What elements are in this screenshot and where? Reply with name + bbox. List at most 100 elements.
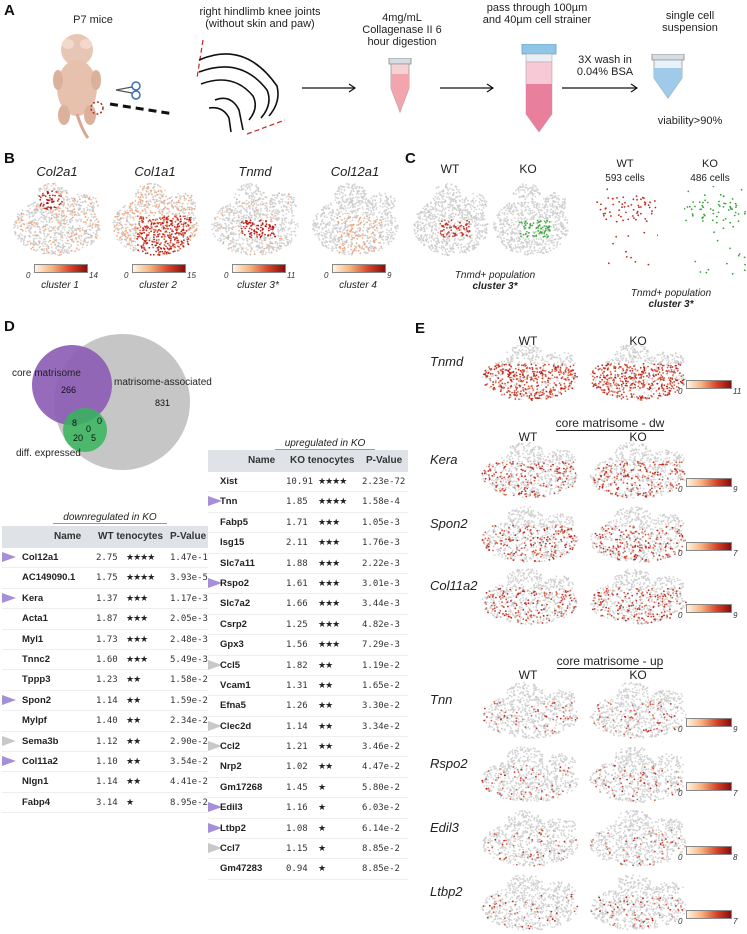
cell-point xyxy=(241,230,243,232)
cell-point xyxy=(379,235,381,237)
cell-point xyxy=(459,213,461,215)
cell-point xyxy=(565,230,567,232)
b-cluster-Tnmd: cluster 3* xyxy=(210,280,306,291)
cell-point xyxy=(58,216,60,218)
cell-point xyxy=(384,200,386,202)
cell-point xyxy=(463,228,465,230)
cell-point xyxy=(254,237,256,239)
cell-point xyxy=(288,198,290,200)
cell-point xyxy=(470,215,472,217)
cell-point xyxy=(357,210,359,212)
cell-point xyxy=(288,222,290,224)
cell-point xyxy=(367,218,369,220)
cell-point xyxy=(58,210,60,212)
cell-point xyxy=(318,226,320,228)
cell-point xyxy=(129,229,131,231)
cell-point xyxy=(156,194,158,196)
cell-point xyxy=(157,184,159,186)
cell-point xyxy=(363,226,365,228)
cell-point xyxy=(471,237,473,239)
cell-point xyxy=(243,222,245,224)
cell-point xyxy=(328,247,330,249)
cell-point xyxy=(556,244,558,246)
cell-point xyxy=(421,211,423,213)
cell-point xyxy=(73,208,75,210)
cell-point xyxy=(325,245,327,247)
cell-point xyxy=(155,195,157,197)
cell-point xyxy=(84,200,86,202)
cell-point xyxy=(46,253,48,255)
cell-point xyxy=(57,254,59,256)
cell-point xyxy=(372,227,374,229)
cell-point xyxy=(60,193,62,195)
cell-point xyxy=(40,229,42,231)
cell-point xyxy=(370,245,372,247)
cell-point xyxy=(344,213,346,215)
cell-point xyxy=(363,244,365,246)
cell-point xyxy=(467,216,469,218)
cell-point xyxy=(351,185,353,187)
cell-point xyxy=(529,247,531,249)
cell-point xyxy=(413,224,415,226)
cell-point xyxy=(445,223,447,225)
cell-point xyxy=(268,247,270,249)
cell-point xyxy=(440,230,442,232)
cell-point xyxy=(278,235,280,237)
cell-point xyxy=(91,227,93,229)
cell-point xyxy=(504,225,506,227)
cell-point xyxy=(31,224,33,226)
cell-point xyxy=(217,229,219,231)
cell-point xyxy=(266,208,268,210)
cell-point xyxy=(374,246,376,248)
cell-point xyxy=(148,232,150,234)
cell-point xyxy=(297,226,299,228)
cell-point xyxy=(130,206,132,208)
cell-point xyxy=(187,195,189,197)
cell-point xyxy=(353,191,355,193)
cell-point xyxy=(142,200,144,202)
cell-point xyxy=(218,227,220,229)
cell-point xyxy=(515,251,517,253)
cell-point xyxy=(345,199,347,201)
cell-point xyxy=(252,239,254,241)
cell-point xyxy=(52,183,54,185)
cell-point xyxy=(534,244,536,246)
cell-point xyxy=(242,220,244,222)
cell-point xyxy=(87,217,89,219)
cell-point xyxy=(459,229,461,231)
cell-point xyxy=(352,219,354,221)
cell-point xyxy=(486,232,488,234)
cell-point xyxy=(435,187,437,189)
cell-point xyxy=(168,215,170,217)
cell-point xyxy=(425,209,427,211)
cell-point xyxy=(249,233,251,235)
cell-point xyxy=(257,217,259,219)
cell-point xyxy=(326,247,328,249)
cell-point xyxy=(35,207,37,209)
cell-point xyxy=(67,210,69,212)
cell-point xyxy=(178,228,180,230)
cell-point xyxy=(438,193,440,195)
cell-point xyxy=(419,218,421,220)
cell-point xyxy=(125,238,127,240)
cell-point xyxy=(380,246,382,248)
cell-point xyxy=(169,232,171,234)
cell-point xyxy=(443,196,445,198)
cell-point xyxy=(531,216,533,218)
cell-point xyxy=(248,231,250,233)
cell-point xyxy=(469,211,471,213)
cell-point xyxy=(321,227,323,229)
cell-point xyxy=(325,240,327,242)
cell-point xyxy=(342,213,344,215)
cell-point xyxy=(230,240,232,242)
cell-point xyxy=(154,201,156,203)
cell-point xyxy=(349,206,351,208)
cell-point xyxy=(359,253,361,255)
cell-point xyxy=(42,253,44,255)
cell-point xyxy=(281,210,283,212)
cell-point xyxy=(73,240,75,242)
cell-point xyxy=(178,202,180,204)
cell-point xyxy=(72,225,74,227)
cell-point xyxy=(157,250,159,252)
cell-point xyxy=(385,220,387,222)
